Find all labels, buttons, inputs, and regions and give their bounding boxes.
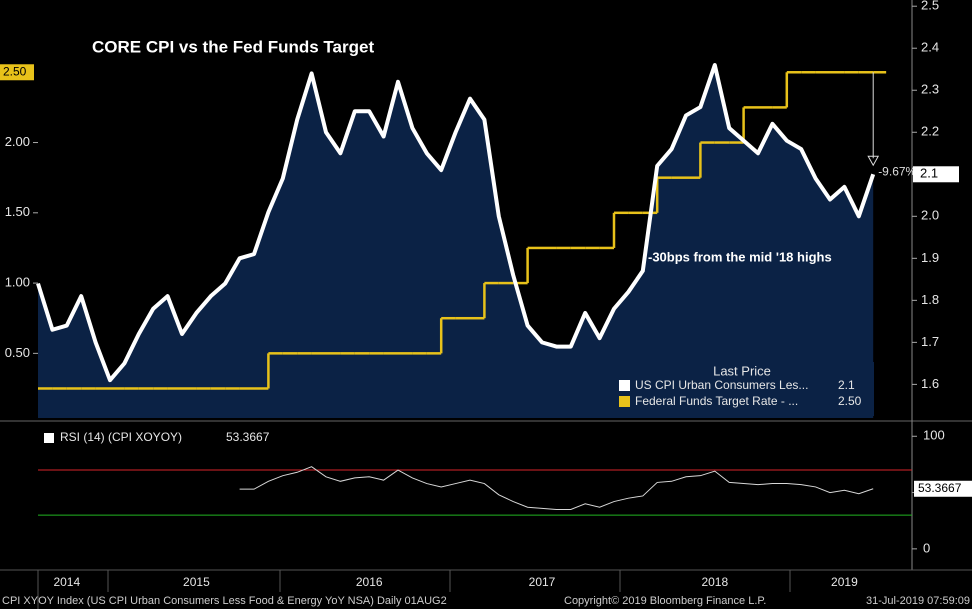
y2-tick-label: 1.8: [921, 292, 939, 307]
last-value-label: 2.1: [920, 166, 938, 181]
x-tick-label: 2019: [831, 575, 858, 589]
y2-tick-label: 2.2: [921, 124, 939, 139]
annotation: -30bps from the mid '18 highs: [648, 249, 832, 264]
legend-swatch: [44, 433, 54, 443]
y-tick-label: 1.50: [5, 204, 30, 219]
legend-label: US CPI Urban Consumers Les...: [635, 378, 808, 392]
y2-tick-label: 1.6: [921, 376, 939, 391]
last-value-label: 53.3667: [918, 481, 962, 495]
legend-title: Last Price: [713, 363, 771, 378]
legend-swatch: [619, 396, 630, 407]
y2-tick-label: 1.9: [921, 250, 939, 265]
footer-text: CPI XYOY Index (US CPI Urban Consumers L…: [2, 595, 447, 607]
y2-tick-label: 2.5: [921, 0, 939, 13]
footer-text: 31-Jul-2019 07:59:09: [866, 595, 970, 607]
chart-title: CORE CPI vs the Fed Funds Target: [92, 37, 374, 56]
last-value-box: [913, 166, 959, 183]
legend-label: RSI (14) (CPI XOYOY): [60, 430, 182, 444]
y2-tick-label: 1.7: [921, 334, 939, 349]
last-value-box: [914, 480, 972, 497]
last-value-box: [0, 64, 34, 81]
legend-swatch: [619, 380, 630, 391]
y-tick-label: 2.00: [5, 134, 30, 149]
x-tick-label: 2017: [529, 575, 556, 589]
y2-tick-label: 2.4: [921, 40, 939, 55]
legend-box: [612, 362, 874, 416]
area: [38, 65, 874, 418]
y2-tick-label: 2.3: [921, 82, 939, 97]
last-value-label: 2.50: [3, 64, 27, 78]
y-tick-label: 1.00: [5, 275, 30, 290]
x-tick-label: 2014: [53, 575, 80, 589]
y2-tick-label: 100: [923, 428, 945, 443]
line: [36, 63, 876, 383]
annotation-arrowhead: [867, 155, 880, 167]
y2-tick-label: 0: [923, 540, 930, 555]
annotation: -9.67%: [878, 164, 916, 178]
x-tick-label: 2018: [701, 575, 728, 589]
legend-value: 2.1: [838, 378, 855, 392]
x-tick-label: 2016: [356, 575, 383, 589]
legend-value: 2.50: [838, 394, 862, 408]
y2-tick-label: 2.0: [921, 208, 939, 223]
line: [239, 466, 874, 510]
y-tick-label: 0.50: [5, 345, 30, 360]
footer-text: Copyright© 2019 Bloomberg Finance L.P.: [564, 595, 766, 607]
x-tick-label: 2015: [183, 575, 210, 589]
legend-label: Federal Funds Target Rate - ...: [635, 394, 798, 408]
legend-value: 53.3667: [226, 430, 270, 444]
